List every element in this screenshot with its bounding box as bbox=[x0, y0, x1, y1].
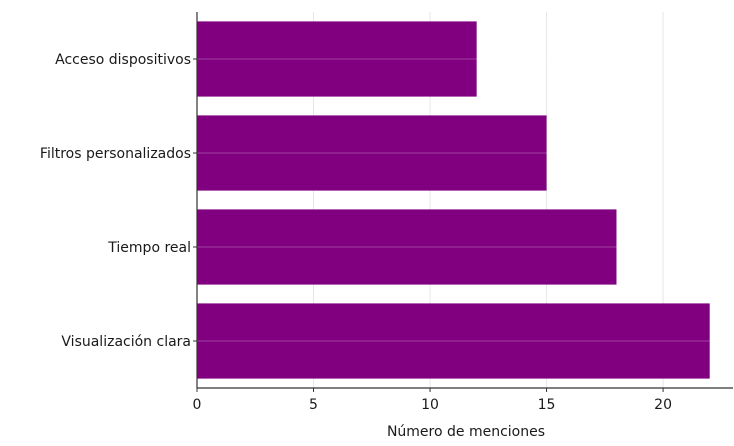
x-tick-label-2: 10 bbox=[421, 397, 439, 413]
y-tick-labels: Acceso dispositivos Filtros personalizado… bbox=[40, 52, 191, 350]
bar-1 bbox=[197, 115, 547, 191]
x-tick-label-4: 20 bbox=[654, 397, 672, 413]
axes bbox=[193, 12, 733, 389]
bar-0 bbox=[197, 21, 477, 97]
y-tick-label-2: Tiempo real bbox=[107, 240, 191, 256]
y-tick-label-1: Filtros personalizados bbox=[40, 146, 191, 162]
bars bbox=[197, 21, 733, 379]
x-ticks: 0 5 10 15 20 bbox=[193, 388, 672, 413]
x-tick-label-1: 5 bbox=[309, 397, 318, 413]
bar-2 bbox=[197, 209, 617, 285]
y-tick-label-0: Acceso dispositivos bbox=[55, 52, 191, 68]
bar-3 bbox=[197, 303, 710, 379]
x-tick-label-0: 0 bbox=[193, 397, 202, 413]
x-tick-label-3: 15 bbox=[538, 397, 556, 413]
y-tick-label-3: Visualización clara bbox=[61, 334, 191, 350]
x-axis-label: Número de menciones bbox=[387, 424, 545, 440]
